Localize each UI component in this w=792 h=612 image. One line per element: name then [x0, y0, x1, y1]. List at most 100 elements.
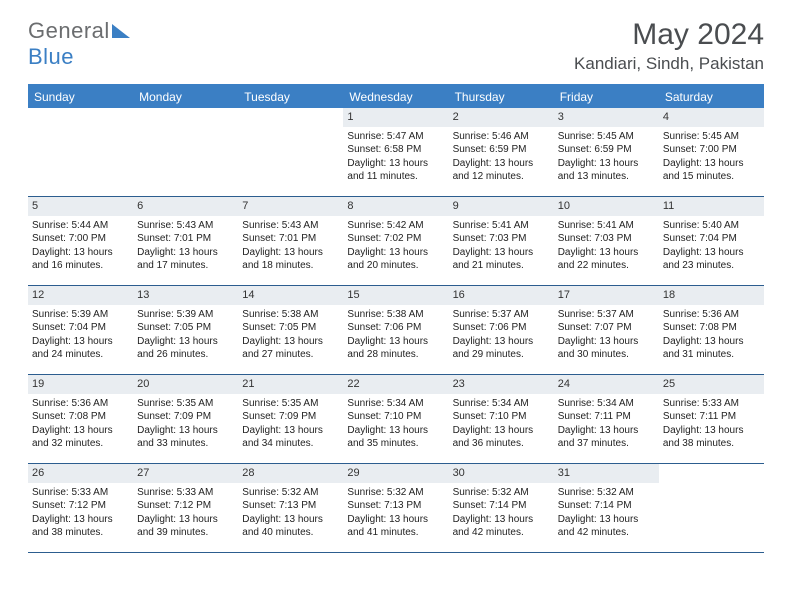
daylight-text: Daylight: 13 hours and 33 minutes. — [137, 424, 234, 451]
day-number: 28 — [238, 464, 343, 483]
calendar-grid: SundayMondayTuesdayWednesdayThursdayFrid… — [28, 84, 764, 553]
sunrise-text: Sunrise: 5:34 AM — [347, 397, 444, 411]
day-number: 21 — [238, 375, 343, 394]
daylight-text: Daylight: 13 hours and 42 minutes. — [558, 513, 655, 540]
day-number: 13 — [133, 286, 238, 305]
daylight-text: Daylight: 13 hours and 42 minutes. — [453, 513, 550, 540]
sunrise-text: Sunrise: 5:36 AM — [663, 308, 760, 322]
weekday-header: Wednesday — [343, 86, 448, 108]
day-number: 30 — [449, 464, 554, 483]
sunset-text: Sunset: 7:05 PM — [137, 321, 234, 335]
day-cell: 9Sunrise: 5:41 AMSunset: 7:03 PMDaylight… — [449, 197, 554, 285]
sunrise-text: Sunrise: 5:32 AM — [558, 486, 655, 500]
sunrise-text: Sunrise: 5:37 AM — [453, 308, 550, 322]
daylight-text: Daylight: 13 hours and 11 minutes. — [347, 157, 444, 184]
daylight-text: Daylight: 13 hours and 27 minutes. — [242, 335, 339, 362]
sunrise-text: Sunrise: 5:35 AM — [137, 397, 234, 411]
sunrise-text: Sunrise: 5:37 AM — [558, 308, 655, 322]
daylight-text: Daylight: 13 hours and 38 minutes. — [32, 513, 129, 540]
sunset-text: Sunset: 6:59 PM — [453, 143, 550, 157]
day-cell: 27Sunrise: 5:33 AMSunset: 7:12 PMDayligh… — [133, 464, 238, 552]
daylight-text: Daylight: 13 hours and 22 minutes. — [558, 246, 655, 273]
sunset-text: Sunset: 7:11 PM — [558, 410, 655, 424]
day-cell: 11Sunrise: 5:40 AMSunset: 7:04 PMDayligh… — [659, 197, 764, 285]
sunset-text: Sunset: 7:03 PM — [453, 232, 550, 246]
day-cell: 17 Sunrise: 5:37 AMSunset: 7:07 PMDayligh… — [554, 286, 659, 374]
day-number: 25 — [659, 375, 764, 394]
daylight-text: Daylight: 13 hours and 41 minutes. — [347, 513, 444, 540]
sunset-text: Sunset: 7:07 PM — [558, 321, 655, 335]
day-number: 12 — [28, 286, 133, 305]
week-row: 12Sunrise: 5:39 AMSunset: 7:04 PMDayligh… — [28, 286, 764, 375]
day-number: 7 — [238, 197, 343, 216]
sunrise-text: Sunrise: 5:45 AM — [558, 130, 655, 144]
day-number: 10 — [554, 197, 659, 216]
daylight-text: Daylight: 13 hours and 34 minutes. — [242, 424, 339, 451]
day-number: 18 — [659, 286, 764, 305]
daylight-text: Daylight: 13 hours and 24 minutes. — [32, 335, 129, 362]
sunset-text: Sunset: 7:04 PM — [32, 321, 129, 335]
daylight-text: Daylight: 13 hours and 20 minutes. — [347, 246, 444, 273]
sunrise-text: Sunrise: 5:44 AM — [32, 219, 129, 233]
sunrise-text: Sunrise: 5:43 AM — [242, 219, 339, 233]
sunset-text: Sunset: 7:14 PM — [558, 499, 655, 513]
sunset-text: Sunset: 6:59 PM — [558, 143, 655, 157]
sunset-text: Sunset: 7:04 PM — [663, 232, 760, 246]
weekday-header: Monday — [133, 86, 238, 108]
day-cell: 25Sunrise: 5:33 AMSunset: 7:11 PMDayligh… — [659, 375, 764, 463]
sunrise-text: Sunrise: 5:39 AM — [137, 308, 234, 322]
daylight-text: Daylight: 13 hours and 30 minutes. — [558, 335, 655, 362]
sunset-text: Sunset: 7:00 PM — [32, 232, 129, 246]
day-cell: 30Sunrise: 5:32 AMSunset: 7:14 PMDayligh… — [449, 464, 554, 552]
day-cell: 14Sunrise: 5:38 AMSunset: 7:05 PMDayligh… — [238, 286, 343, 374]
sunset-text: Sunset: 7:08 PM — [32, 410, 129, 424]
sunrise-text: Sunrise: 5:38 AM — [242, 308, 339, 322]
month-title: May 2024 — [574, 18, 764, 52]
week-row: 19Sunrise: 5:36 AMSunset: 7:08 PMDayligh… — [28, 375, 764, 464]
day-cell: 5Sunrise: 5:44 AMSunset: 7:00 PMDaylight… — [28, 197, 133, 285]
day-cell: 2Sunrise: 5:46 AMSunset: 6:59 PMDaylight… — [449, 108, 554, 196]
day-cell: 24Sunrise: 5:34 AMSunset: 7:11 PMDayligh… — [554, 375, 659, 463]
day-number: 17 — [554, 286, 659, 305]
sunset-text: Sunset: 7:03 PM — [558, 232, 655, 246]
day-number: 19 — [28, 375, 133, 394]
sunset-text: Sunset: 7:13 PM — [242, 499, 339, 513]
weekday-header: Thursday — [449, 86, 554, 108]
day-number: 20 — [133, 375, 238, 394]
weeks-container: 1Sunrise: 5:47 AMSunset: 6:58 PMDaylight… — [28, 108, 764, 553]
sunset-text: Sunset: 7:12 PM — [32, 499, 129, 513]
sunrise-text: Sunrise: 5:32 AM — [242, 486, 339, 500]
sunset-text: Sunset: 7:06 PM — [453, 321, 550, 335]
daylight-text: Daylight: 13 hours and 39 minutes. — [137, 513, 234, 540]
day-cell: 28Sunrise: 5:32 AMSunset: 7:13 PMDayligh… — [238, 464, 343, 552]
day-cell: 21Sunrise: 5:35 AMSunset: 7:09 PMDayligh… — [238, 375, 343, 463]
day-cell: 29Sunrise: 5:32 AMSunset: 7:13 PMDayligh… — [343, 464, 448, 552]
sunset-text: Sunset: 7:13 PM — [347, 499, 444, 513]
empty-day-cell — [659, 464, 764, 552]
empty-day-cell — [238, 108, 343, 196]
day-number: 2 — [449, 108, 554, 127]
day-number: 14 — [238, 286, 343, 305]
page-header: General Blue May 2024 Kandiari, Sindh, P… — [28, 18, 764, 74]
day-cell: 15Sunrise: 5:38 AMSunset: 7:06 PMDayligh… — [343, 286, 448, 374]
daylight-text: Daylight: 13 hours and 28 minutes. — [347, 335, 444, 362]
daylight-text: Daylight: 13 hours and 15 minutes. — [663, 157, 760, 184]
daylight-text: Daylight: 13 hours and 21 minutes. — [453, 246, 550, 273]
day-number: 29 — [343, 464, 448, 483]
day-number: 3 — [554, 108, 659, 127]
sunset-text: Sunset: 7:00 PM — [663, 143, 760, 157]
weekday-header: Sunday — [28, 86, 133, 108]
sunrise-text: Sunrise: 5:45 AM — [663, 130, 760, 144]
sunset-text: Sunset: 7:01 PM — [137, 232, 234, 246]
day-number: 4 — [659, 108, 764, 127]
daylight-text: Daylight: 13 hours and 12 minutes. — [453, 157, 550, 184]
day-cell: 3Sunrise: 5:45 AMSunset: 6:59 PMDaylight… — [554, 108, 659, 196]
sunset-text: Sunset: 7:01 PM — [242, 232, 339, 246]
daylight-text: Daylight: 13 hours and 31 minutes. — [663, 335, 760, 362]
day-number: 8 — [343, 197, 448, 216]
day-cell: 13Sunrise: 5:39 AMSunset: 7:05 PMDayligh… — [133, 286, 238, 374]
brand-logo: General Blue — [28, 18, 130, 70]
day-number: 9 — [449, 197, 554, 216]
sunset-text: Sunset: 7:10 PM — [347, 410, 444, 424]
day-number: 31 — [554, 464, 659, 483]
